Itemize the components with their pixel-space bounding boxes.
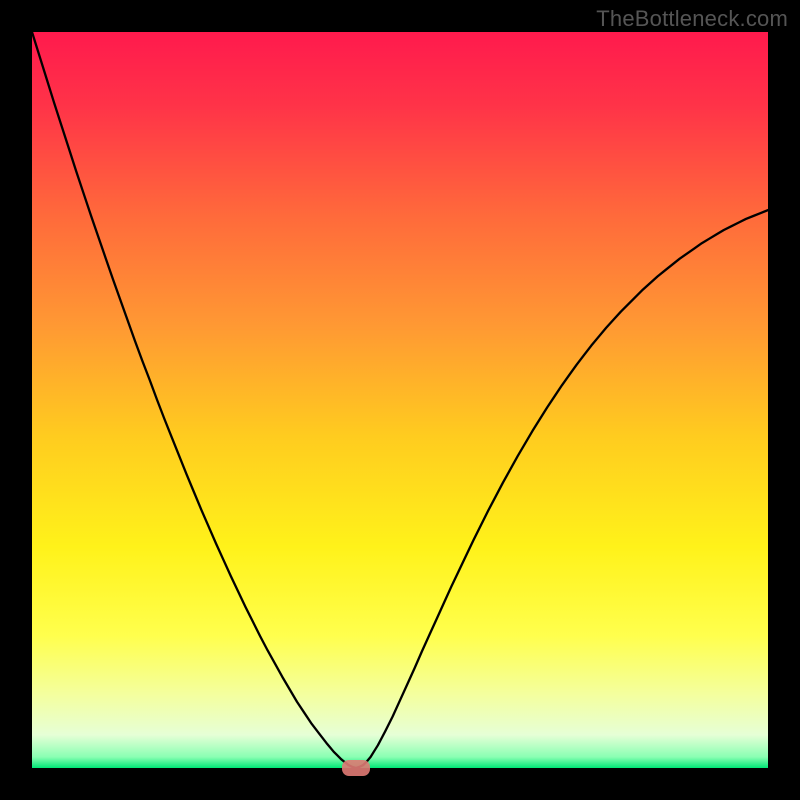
watermark-text: TheBottleneck.com — [596, 6, 788, 32]
chart-frame: TheBottleneck.com — [0, 0, 800, 800]
optimum-marker — [342, 760, 370, 775]
gradient-background — [32, 32, 768, 768]
gradient-plot — [32, 32, 768, 768]
